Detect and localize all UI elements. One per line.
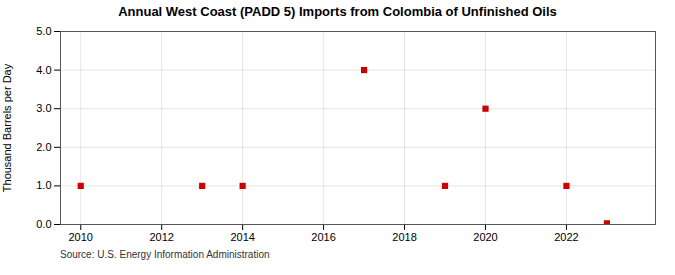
- svg-text:2022: 2022: [554, 231, 578, 243]
- svg-text:2012: 2012: [149, 231, 173, 243]
- svg-text:2.0: 2.0: [36, 141, 51, 153]
- html-text:Annual West Coast (PADD 5) Imp: Annual West Coast (PADD 5) Imports from …: [118, 4, 557, 19]
- svg-text:5.0: 5.0: [36, 25, 51, 37]
- svg-text:1.0: 1.0: [36, 179, 51, 191]
- svg-text:2010: 2010: [68, 231, 92, 243]
- html-text:Source: U.S. Energy Informatio: Source: U.S. Energy Information Administ…: [60, 249, 270, 260]
- svg-text:2020: 2020: [473, 231, 497, 243]
- svg-text:2018: 2018: [392, 231, 416, 243]
- svg-text:3.0: 3.0: [36, 102, 51, 114]
- svg-text:Thousand Barrels per Day: Thousand Barrels per Day: [1, 63, 13, 192]
- svg-text:0.0: 0.0: [36, 218, 51, 230]
- svg-text:4.0: 4.0: [36, 64, 51, 76]
- svg-text:2016: 2016: [311, 231, 335, 243]
- svg-text:2014: 2014: [230, 231, 254, 243]
